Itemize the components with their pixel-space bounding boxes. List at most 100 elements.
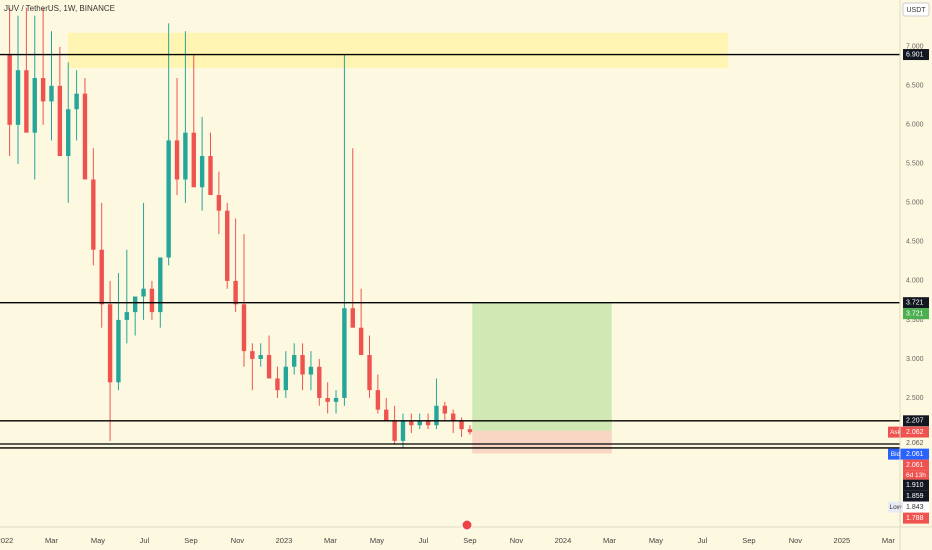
x-tick-label: Mar	[882, 536, 895, 545]
candle-body	[384, 409, 389, 422]
candle-body	[99, 249, 104, 305]
x-tick-label: Mar	[324, 536, 337, 545]
price-label-box	[903, 512, 929, 524]
price-tag: Ask	[890, 429, 902, 436]
countdown-box	[903, 470, 929, 480]
price-label: 2.061	[906, 451, 924, 458]
price-tag-box	[888, 448, 903, 460]
candle-body	[107, 304, 113, 383]
price-label: 2.207	[906, 418, 924, 425]
price-label-box	[903, 49, 929, 61]
price-label-box	[903, 297, 929, 309]
candle-body	[409, 421, 414, 426]
candle-body	[174, 140, 180, 180]
price-label-box	[903, 490, 929, 502]
price-label: 1.859	[906, 493, 924, 500]
candle-body	[266, 355, 272, 379]
price-tag: Low	[890, 504, 902, 511]
candle-body	[124, 312, 130, 320]
price-label-box	[903, 459, 929, 471]
candle-body	[283, 366, 289, 391]
candle-body	[241, 304, 247, 352]
price-label-box	[903, 308, 929, 320]
x-tick-label: 2024	[555, 536, 572, 545]
price-tag-box	[888, 501, 903, 513]
candle-body	[149, 288, 155, 313]
supply-zone	[67, 32, 728, 68]
candle-body	[258, 355, 263, 359]
price-label-box	[903, 501, 929, 513]
price-label: 2.062	[906, 440, 924, 447]
candle-body	[74, 93, 79, 110]
candle-body	[225, 210, 230, 281]
price-tag: Bid	[891, 451, 901, 458]
candle-body	[24, 70, 29, 133]
candle-body	[342, 308, 347, 398]
x-tick-label: Nov	[231, 536, 245, 545]
x-tick-label: Mar	[45, 536, 58, 545]
price-label: 2.062	[906, 429, 924, 436]
x-tick-label: Nov	[510, 536, 524, 545]
price-label: 1.910	[906, 482, 924, 489]
candle-body	[350, 308, 355, 328]
candle-body	[317, 366, 322, 398]
price-label: 3.721	[906, 311, 924, 318]
x-tick-label: Sep	[463, 536, 476, 545]
y-tick-label: 6.000	[906, 122, 924, 129]
x-tick-label: Sep	[742, 536, 755, 545]
y-tick-label: 7.000	[906, 44, 924, 51]
price-tag-box	[888, 426, 903, 438]
candle-body	[7, 54, 12, 125]
candle-body	[300, 355, 305, 375]
candle-body	[183, 132, 188, 180]
price-label-box	[903, 437, 929, 449]
candle-body	[132, 296, 138, 313]
x-tick-label: 2023	[276, 536, 293, 545]
x-tick-label: Mar	[603, 536, 616, 545]
countdown: 6d 13h	[906, 472, 926, 479]
candle-body	[417, 421, 422, 426]
x-tick-label: Jul	[698, 536, 708, 545]
candle-body	[57, 85, 63, 157]
y-tick-label: 4.000	[906, 278, 924, 285]
candle-body	[442, 405, 448, 414]
x-tick-label: May	[370, 536, 384, 545]
target-area	[472, 302, 612, 431]
candle-body	[308, 366, 314, 375]
y-tick-label: 6.500	[906, 83, 924, 90]
candle-body	[15, 70, 21, 125]
price-label: 1.788	[906, 515, 924, 522]
candle-body	[333, 397, 339, 402]
candle-body	[66, 109, 71, 157]
x-tick-label: 2025	[834, 536, 851, 545]
candle-body	[325, 397, 330, 402]
candle-body	[40, 78, 46, 102]
x-tick-label: Jul	[140, 536, 150, 545]
y-tick-label: 5.000	[906, 200, 924, 207]
event-icon	[461, 519, 473, 531]
price-label: 1.843	[906, 504, 924, 511]
x-tick-label: May	[91, 536, 105, 545]
currency: USDT	[906, 7, 926, 14]
y-tick-label: 3.500	[906, 317, 924, 324]
y-tick-label: 3.000	[906, 356, 924, 363]
currency-box	[902, 2, 930, 17]
candle-body	[141, 288, 146, 297]
candle-body	[191, 132, 196, 188]
x-tick-label: Sep	[184, 536, 197, 545]
price-label-box	[903, 448, 929, 460]
candle-body	[291, 355, 297, 367]
price-label-box	[903, 415, 929, 427]
candle-body	[49, 85, 54, 102]
price-label-box	[903, 479, 929, 491]
candle-body	[392, 421, 397, 441]
candle-body	[250, 351, 255, 359]
candle-body	[467, 429, 473, 433]
candle-body	[459, 421, 464, 430]
candle-body	[158, 257, 163, 313]
candle-body	[32, 78, 37, 133]
candle-body	[199, 156, 205, 188]
